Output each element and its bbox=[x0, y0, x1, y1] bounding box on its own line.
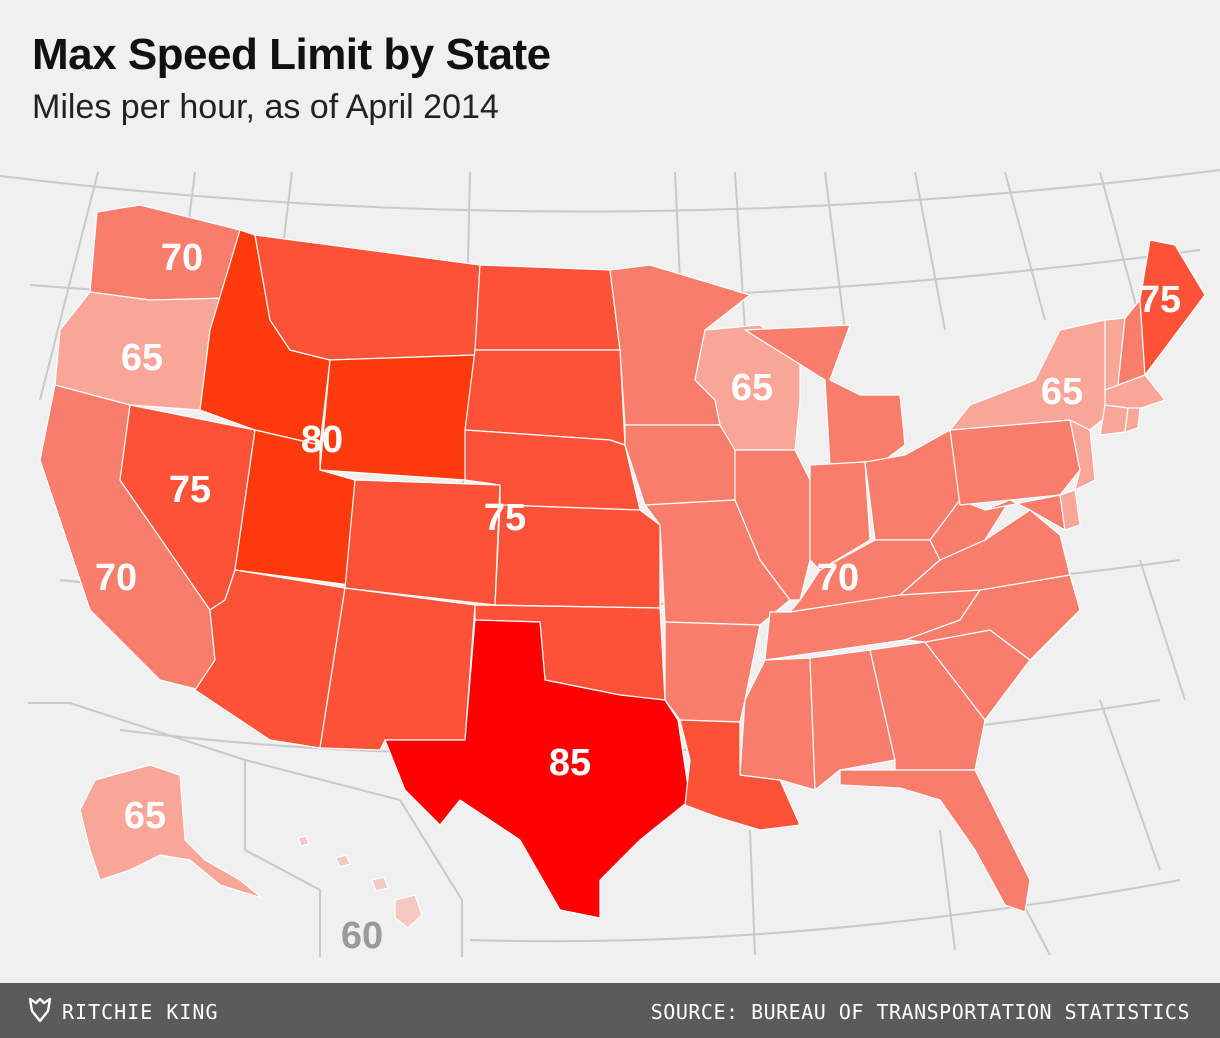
footer-bar: RITCHIE KING SOURCE: BUREAU OF TRANSPORT… bbox=[0, 983, 1220, 1038]
state-rhode-island[interactable] bbox=[1124, 407, 1141, 433]
graticule-meridian-5 bbox=[674, 171, 681, 281]
label-east: 70 bbox=[817, 557, 859, 599]
graticule-meridian-11 bbox=[1139, 559, 1186, 701]
state-hawaii-maui[interactable] bbox=[371, 876, 389, 892]
state-hawaii-oahu[interactable] bbox=[335, 854, 351, 868]
state-colorado[interactable] bbox=[344, 479, 501, 606]
inset-border-alaska bbox=[28, 702, 321, 957]
source-credit: SOURCE: BUREAU OF TRANSPORTATION STATIST… bbox=[650, 1000, 1190, 1024]
state-indiana[interactable] bbox=[809, 461, 871, 571]
state-south-dakota[interactable] bbox=[464, 349, 626, 446]
state-texas[interactable] bbox=[384, 619, 691, 919]
graticule-parallel-49 bbox=[0, 169, 1220, 213]
label-oregon: 65 bbox=[121, 337, 163, 379]
graticule-meridian-13 bbox=[1099, 699, 1161, 871]
us-speed-limit-map: 70 65 80 75 70 75 85 65 70 65 75 65 60 bbox=[0, 169, 1220, 957]
graticule-meridian-8 bbox=[914, 171, 946, 331]
state-north-dakota[interactable] bbox=[474, 264, 621, 351]
author-credit: RITCHIE KING bbox=[62, 1000, 219, 1024]
graticule-meridian-7 bbox=[824, 171, 846, 331]
state-new-york[interactable] bbox=[949, 319, 1121, 431]
label-hawaii: 60 bbox=[341, 915, 383, 957]
state-massachusetts[interactable] bbox=[1104, 374, 1166, 411]
state-florida[interactable] bbox=[839, 769, 1031, 913]
value-labels: 70 65 80 75 70 75 85 65 70 65 75 65 60 bbox=[95, 237, 1181, 957]
state-delaware[interactable] bbox=[1059, 489, 1081, 531]
graticule-meridian-1 bbox=[39, 171, 99, 401]
label-idaho-wyoming-utah: 80 bbox=[301, 419, 343, 461]
state-north-carolina[interactable] bbox=[904, 574, 1081, 661]
state-alabama[interactable] bbox=[809, 649, 896, 791]
label-maine: 75 bbox=[1139, 279, 1181, 321]
label-plains: 75 bbox=[484, 497, 526, 539]
state-hawaii-kauai[interactable] bbox=[297, 835, 310, 847]
label-wisconsin: 65 bbox=[731, 367, 773, 409]
label-california: 70 bbox=[95, 557, 137, 599]
label-washington: 70 bbox=[161, 237, 203, 279]
graticule-meridian-14 bbox=[939, 829, 956, 951]
state-new-mexico[interactable] bbox=[319, 587, 476, 751]
state-michigan[interactable] bbox=[744, 324, 906, 466]
chart-subtitle: Miles per hour, as of April 2014 bbox=[32, 88, 499, 126]
state-connecticut[interactable] bbox=[1099, 404, 1129, 436]
state-montana[interactable] bbox=[254, 234, 481, 361]
state-mississippi[interactable] bbox=[739, 657, 816, 791]
graticule-meridian-6 bbox=[734, 171, 746, 331]
state-hawaii-big-island[interactable] bbox=[394, 894, 423, 929]
inset-border-hawaii bbox=[244, 759, 463, 957]
state-wyoming[interactable] bbox=[319, 354, 476, 481]
graticule-parallel-25 bbox=[469, 879, 1181, 943]
graticule-meridian-10 bbox=[1099, 171, 1141, 321]
graticule-meridian-15 bbox=[749, 829, 756, 956]
label-northeast: 65 bbox=[1041, 371, 1083, 413]
label-nevada: 75 bbox=[169, 469, 211, 511]
label-alaska: 65 bbox=[124, 795, 166, 837]
state-maryland[interactable] bbox=[984, 494, 1066, 531]
states-layer bbox=[39, 204, 1206, 929]
chart-title: Max Speed Limit by State bbox=[32, 30, 551, 79]
state-pennsylvania[interactable] bbox=[949, 419, 1081, 506]
label-texas: 85 bbox=[549, 742, 591, 784]
fivethirtyeight-fox-icon bbox=[28, 997, 52, 1023]
state-alaska[interactable] bbox=[79, 764, 263, 899]
graticule-meridian-9 bbox=[1004, 171, 1046, 321]
state-kansas[interactable] bbox=[494, 504, 661, 609]
